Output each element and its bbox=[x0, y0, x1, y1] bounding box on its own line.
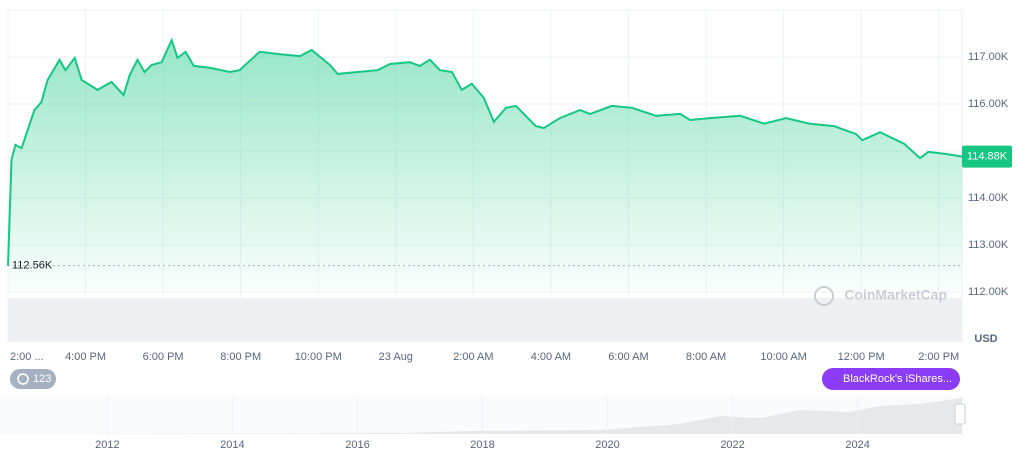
y-tick-label: 112.00K bbox=[968, 286, 1009, 298]
last-price-label: 114.88K bbox=[967, 151, 1008, 163]
volume-band bbox=[8, 298, 962, 342]
badge-text: BlackRock's iShares... bbox=[843, 373, 952, 385]
x-tick-label: 2:00 PM bbox=[918, 351, 959, 363]
x-tick-label: 6:00 AM bbox=[608, 351, 648, 363]
watermark: CoinMarketCap bbox=[844, 287, 947, 303]
navigator-tick-label: 2014 bbox=[220, 439, 244, 451]
navigator-tick-label: 2022 bbox=[720, 439, 744, 451]
price-line bbox=[7, 37, 963, 266]
x-tick-label: 2:00 AM bbox=[453, 351, 493, 363]
start-price-label: 112.56K bbox=[12, 260, 53, 272]
x-tick-label: 23 Aug bbox=[379, 351, 413, 363]
x-tick-label: 12:00 PM bbox=[838, 351, 885, 363]
navigator-tick-label: 2024 bbox=[845, 439, 869, 451]
clock-icon bbox=[17, 373, 29, 385]
price-area bbox=[8, 40, 963, 292]
x-tick-label: 8:00 PM bbox=[220, 351, 261, 363]
y-tick-label: 117.00K bbox=[968, 51, 1009, 63]
currency-label: USD bbox=[974, 333, 997, 345]
y-tick-label: 113.00K bbox=[968, 239, 1009, 251]
y-tick-label: 116.00K bbox=[968, 98, 1009, 110]
navigator-area bbox=[8, 398, 962, 434]
y-tick-label: 114.00K bbox=[968, 192, 1009, 204]
navigator-handle[interactable] bbox=[954, 403, 966, 425]
x-tick-label: 4:00 PM bbox=[65, 351, 106, 363]
navigator-tick-label: 2018 bbox=[470, 439, 494, 451]
x-tick-label: 4:00 AM bbox=[531, 351, 571, 363]
navigator-tick-label: 2012 bbox=[95, 439, 119, 451]
x-tick-label: 2:00 ... bbox=[10, 351, 44, 363]
last-price-box bbox=[962, 145, 1012, 168]
x-tick-label: 10:00 PM bbox=[295, 351, 342, 363]
badge-text: 123 bbox=[33, 373, 51, 385]
navigator-tick-label: 2016 bbox=[345, 439, 369, 451]
news-badge[interactable]: BlackRock's iShares... bbox=[822, 368, 960, 390]
events-badge[interactable]: 123 bbox=[10, 369, 56, 389]
x-tick-label: 10:00 AM bbox=[760, 351, 806, 363]
x-tick-label: 6:00 PM bbox=[143, 351, 184, 363]
navigator-tick-label: 2020 bbox=[595, 439, 619, 451]
badge-bg bbox=[822, 368, 960, 390]
x-tick-label: 8:00 AM bbox=[686, 351, 726, 363]
watermark-logo bbox=[814, 286, 834, 306]
